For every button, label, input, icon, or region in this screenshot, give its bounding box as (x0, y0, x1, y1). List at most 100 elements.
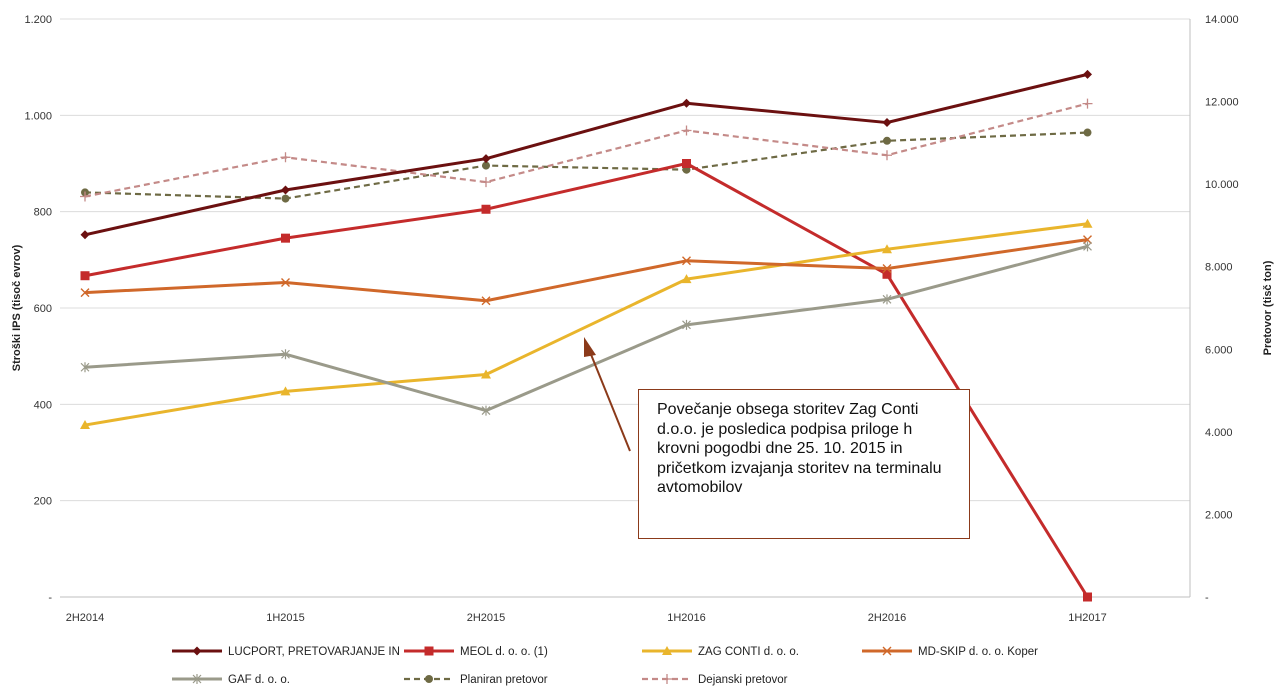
data-point-star (192, 674, 202, 684)
data-point-x (882, 264, 892, 273)
data-point-star (1083, 241, 1092, 252)
series-line (84, 244, 1088, 413)
annotation-box: Povečanje obsega storitev Zag Conti d.o.… (638, 389, 970, 539)
legend: LUCPORT, PRETOVARJANJE IN MEOL d. o. o. (… (172, 646, 1038, 686)
data-point-circle (1083, 128, 1092, 137)
arrow-head (584, 337, 596, 357)
y-right-tick-label: 10.000 (1205, 179, 1239, 191)
data-point-star (882, 294, 892, 305)
x-tick-label: 1H2017 (1068, 612, 1107, 624)
legend-item: Planiran pretovor (404, 674, 548, 686)
data-point-plus (1082, 98, 1093, 109)
data-point-circle (281, 194, 290, 203)
legend-item: GAF d. o. o. (172, 674, 290, 686)
x-tick-label: 2H2014 (66, 612, 105, 624)
series-group (80, 218, 1093, 430)
legend-label: MEOL d. o. o. (1) (460, 646, 548, 658)
y-right-axis-title: Pretovor (tisč ton) (1262, 260, 1274, 355)
legend-item: Dejanski pretovor (642, 674, 788, 686)
legend-label: GAF d. o. o. (228, 674, 290, 686)
series-group (80, 159, 1092, 602)
series-line (84, 222, 1088, 427)
data-point-triangle (80, 420, 90, 430)
y-right-tick-label: 8.000 (1205, 262, 1233, 274)
legend-label: ZAG CONTI d. o. o. (698, 646, 799, 658)
annotation-arrow (584, 337, 631, 452)
data-point-triangle (481, 369, 491, 379)
series-group (80, 69, 1092, 240)
y-right-tick-label: 6.000 (1205, 344, 1233, 356)
data-point-x (281, 277, 290, 287)
data-point-x (882, 646, 892, 656)
data-point-star (481, 405, 491, 416)
data-point-plus (662, 674, 672, 684)
data-point-triangle (1082, 218, 1093, 228)
data-point-x (481, 296, 491, 306)
y-right-tick-label: - (1205, 592, 1209, 604)
legend-label: LUCPORT, PRETOVARJANJE IN (228, 646, 400, 658)
series-group (80, 241, 1092, 416)
data-point-star (281, 349, 290, 360)
series-line (84, 72, 1088, 237)
data-point-triangle (681, 274, 692, 284)
y-left-tick-label: 400 (34, 399, 52, 411)
data-point-square (682, 159, 691, 168)
y-right-tick-label: 2.000 (1205, 509, 1233, 521)
data-point-circle (425, 675, 433, 683)
series-lines (80, 69, 1093, 602)
y-left-tick-label: 1.200 (24, 14, 52, 26)
y-left-tick-label: 200 (34, 496, 52, 508)
data-point-square (1083, 592, 1092, 602)
data-point-diamond (481, 154, 491, 164)
data-point-diamond (882, 118, 892, 128)
series-group (80, 235, 1092, 306)
y-left-axis-title: Stroški IPS (tisoč evrov) (11, 244, 23, 371)
data-point-diamond (682, 98, 691, 108)
data-point-plus (882, 150, 892, 161)
x-tick-label: 1H2016 (667, 612, 706, 624)
data-point-star (80, 362, 90, 373)
y-left-tick-label: 1.000 (24, 110, 52, 122)
x-tick-label: 2H2016 (868, 612, 907, 624)
data-point-plus (80, 191, 90, 202)
data-point-x (80, 288, 90, 298)
data-point-x (682, 256, 691, 266)
data-point-plus (481, 177, 491, 188)
series-line (84, 162, 1089, 598)
data-point-plus (280, 152, 291, 163)
series-line (84, 238, 1088, 303)
y-left-tick-label: - (48, 592, 52, 604)
data-point-square (882, 269, 892, 279)
y-left-tick-label: 600 (34, 303, 52, 315)
legend-label: Dejanski pretovor (698, 674, 788, 686)
data-point-plus (681, 125, 692, 136)
data-point-triangle (280, 386, 291, 396)
data-point-diamond (1083, 69, 1092, 79)
data-point-circle (482, 161, 490, 170)
data-point-square (281, 233, 290, 243)
series-line (84, 131, 1088, 200)
legend-item: MD-SKIP d. o. o. Koper (862, 646, 1038, 658)
series-group (80, 98, 1093, 202)
x-tick-label: 2H2015 (467, 612, 506, 624)
data-point-square (424, 646, 434, 656)
data-point-diamond (192, 646, 202, 656)
data-point-triangle (882, 244, 892, 254)
data-point-square (481, 204, 491, 214)
y-right-tick-label: 14.000 (1205, 14, 1239, 26)
data-point-x (1083, 235, 1092, 245)
data-point-star (682, 319, 691, 330)
y-left-tick-label: 800 (34, 207, 52, 219)
axes: - 200 400 600 800 1.000 1.200 - 2.000 4.000 6.000 8… (11, 14, 1274, 624)
annotation-text: Povečanje obsega storitev Zag Conti d.o.… (657, 401, 942, 496)
x-tick-label: 1H2015 (266, 612, 305, 624)
legend-item: LUCPORT, PRETOVARJANJE IN (172, 646, 400, 658)
legend-label: Planiran pretovor (460, 674, 548, 686)
legend-label: MD-SKIP d. o. o. Koper (918, 646, 1038, 658)
y-right-tick-label: 12.000 (1205, 97, 1239, 109)
legend-item: MEOL d. o. o. (1) (404, 646, 548, 658)
series-line (84, 102, 1088, 198)
y-right-tick-label: 4.000 (1205, 427, 1233, 439)
data-point-diamond (281, 185, 290, 195)
